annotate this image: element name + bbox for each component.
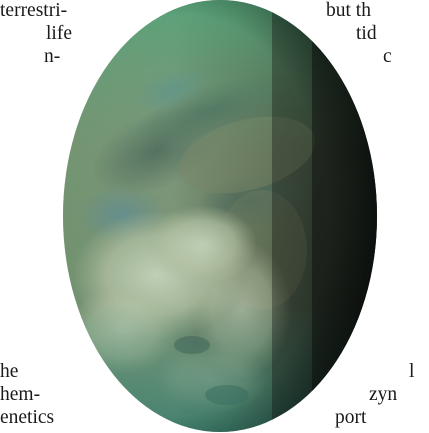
left-text-line-2: life bbox=[46, 23, 72, 44]
left-text-line-5: hem- bbox=[0, 384, 41, 405]
right-text-line-2: tid bbox=[356, 23, 377, 44]
moon-surface-image bbox=[63, 0, 377, 432]
right-text-line-1: but th bbox=[326, 0, 371, 21]
right-text-line-3: c bbox=[383, 46, 392, 67]
right-text-line-5: zyn bbox=[369, 384, 398, 405]
left-text-line-6: enetics bbox=[0, 407, 55, 428]
left-text-line-3: n- bbox=[44, 46, 61, 67]
left-text-line-4: he bbox=[0, 361, 19, 382]
left-text-line-1: terrestri- bbox=[0, 0, 68, 21]
right-text-line-4: l bbox=[409, 361, 415, 382]
right-text-line-6: port bbox=[335, 407, 367, 428]
